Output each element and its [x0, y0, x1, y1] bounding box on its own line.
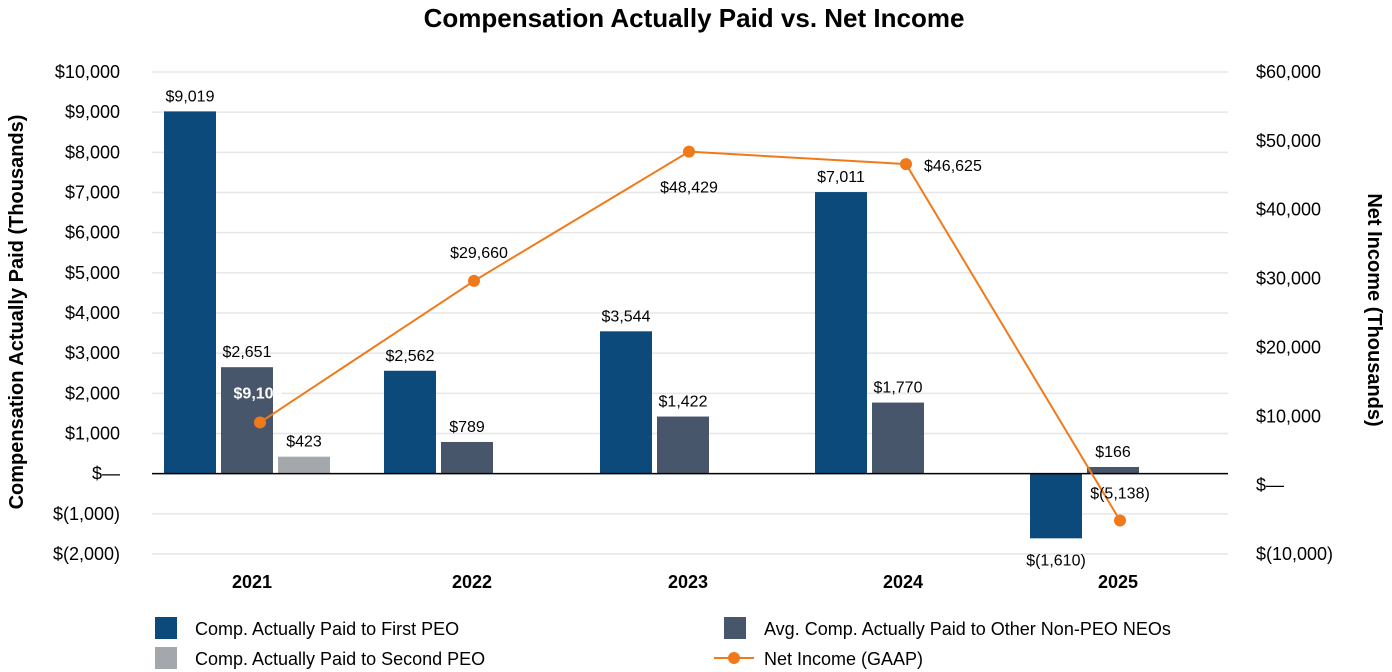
bar-data-label: $(1,610)	[1026, 552, 1086, 569]
y-tick-label: $5,000	[65, 263, 120, 283]
net-income-point	[254, 416, 266, 429]
x-tick-label: 2024	[883, 572, 923, 592]
x-tick-label: 2021	[232, 572, 272, 592]
net-income-data-label: $(5,138)	[1090, 486, 1150, 503]
y-tick-label: $7,000	[65, 183, 120, 203]
net-income-point	[683, 145, 695, 158]
bar-data-label: $423	[286, 434, 322, 451]
bar-data-label: $3,544	[602, 308, 651, 325]
net-income-point	[468, 274, 480, 287]
x-tick-label: 2023	[668, 572, 708, 592]
net-income-line	[254, 145, 1126, 527]
y-tick-label: $—	[92, 464, 120, 484]
data-labels: $9,019 $2,562 $3,544 $7,011 $(1,610) $2,651 $7…	[166, 88, 1150, 569]
y2-tick-label: $(10,000)	[1256, 544, 1333, 564]
y2-tick-label: $30,000	[1256, 269, 1321, 289]
legend-label: Net Income (GAAP)	[764, 649, 923, 669]
bar-data-label: $2,651	[223, 344, 272, 361]
x-tick-label: 2025	[1098, 572, 1138, 592]
net-income-point	[1114, 514, 1126, 527]
bar-data-label: $789	[449, 419, 485, 436]
legend-label: Comp. Actually Paid to Second PEO	[195, 649, 485, 669]
y2-tick-label: $10,000	[1256, 406, 1321, 426]
chart-title: Compensation Actually Paid vs. Net Incom…	[424, 3, 965, 33]
bar-data-label: $166	[1095, 444, 1131, 461]
y-tick-label: $3,000	[65, 343, 120, 363]
y2-axis-label: Net Income (Thousands)	[1363, 193, 1385, 426]
bar-data-label: $9,019	[166, 88, 215, 105]
bar-data-label: $2,562	[386, 348, 435, 365]
legend-label: Avg. Comp. Actually Paid to Other Non-PE…	[764, 619, 1171, 639]
bar-data-label: $7,011	[817, 169, 865, 186]
y2-tick-label: $40,000	[1256, 200, 1321, 220]
legend: Comp. Actually Paid to First PEO Comp. Ac…	[155, 617, 1171, 669]
bars	[164, 111, 1139, 539]
y2-tick-label: $50,000	[1256, 131, 1321, 151]
bar	[657, 416, 709, 474]
y2-tick-label: $20,000	[1256, 337, 1321, 357]
bar	[278, 456, 330, 474]
y-tick-label: $8,000	[65, 142, 120, 162]
legend-label: Comp. Actually Paid to First PEO	[195, 619, 459, 639]
y2-tick-label: $60,000	[1256, 62, 1321, 82]
y-tick-label: $6,000	[65, 223, 120, 243]
bar	[164, 111, 216, 474]
y-tick-label: $(2,000)	[53, 544, 120, 564]
y-tick-label: $4,000	[65, 303, 120, 323]
y-tick-label: $(1,000)	[53, 504, 120, 524]
y-axis-label: Compensation Actually Paid (Thousands)	[6, 115, 28, 510]
y-tick-label: $10,000	[55, 62, 120, 82]
legend-swatch	[724, 617, 746, 639]
bar	[1030, 473, 1082, 539]
bar	[872, 402, 924, 474]
bar-data-label: $1,422	[659, 394, 708, 411]
bar	[1087, 466, 1139, 474]
net-income-data-label: $48,429	[660, 180, 718, 197]
net-income-data-label: $9,106	[234, 385, 283, 402]
net-income-point	[900, 158, 912, 171]
net-income-data-label: $46,625	[924, 158, 982, 175]
y-tick-label: $1,000	[65, 424, 120, 444]
axis-ticks: $10,000 $9,000 $8,000 $7,000 $6,000 $5,000 $4,…	[53, 62, 1333, 592]
bar-data-label: $1,770	[874, 380, 923, 397]
bar	[600, 331, 652, 474]
x-tick-label: 2022	[452, 572, 492, 592]
y2-tick-label: $—	[1256, 475, 1284, 495]
net-income-data-label: $29,660	[450, 245, 508, 262]
bar	[441, 441, 493, 474]
legend-swatch	[155, 647, 177, 669]
legend-line-marker	[728, 652, 740, 664]
legend-swatch	[155, 617, 177, 639]
bar	[815, 192, 867, 474]
y-tick-label: $9,000	[65, 102, 120, 122]
y-tick-label: $2,000	[65, 383, 120, 403]
bar	[384, 370, 436, 474]
gridlines	[152, 71, 1228, 555]
